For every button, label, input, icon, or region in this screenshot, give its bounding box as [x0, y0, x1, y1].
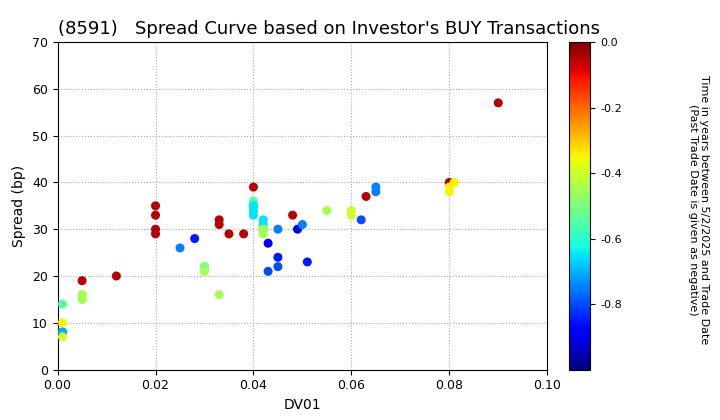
- Point: [174, 244, 186, 251]
- Point: [258, 231, 269, 237]
- Point: [150, 202, 161, 209]
- Point: [199, 268, 210, 275]
- Point: [449, 179, 460, 186]
- Point: [492, 100, 504, 106]
- Point: [213, 221, 225, 228]
- Point: [297, 221, 308, 228]
- Point: [272, 254, 284, 261]
- Point: [199, 263, 210, 270]
- Point: [248, 202, 259, 209]
- Point: [57, 333, 68, 340]
- Point: [223, 231, 235, 237]
- Point: [150, 212, 161, 218]
- Point: [370, 184, 382, 190]
- Point: [370, 189, 382, 195]
- Point: [356, 216, 367, 223]
- Point: [248, 202, 259, 209]
- Point: [346, 212, 357, 218]
- Point: [262, 268, 274, 275]
- Point: [248, 207, 259, 214]
- Point: [76, 296, 88, 303]
- Point: [272, 263, 284, 270]
- Point: [444, 179, 455, 186]
- Point: [444, 184, 455, 190]
- Point: [213, 216, 225, 223]
- Point: [57, 329, 68, 336]
- Point: [248, 212, 259, 218]
- Point: [346, 207, 357, 214]
- Point: [248, 198, 259, 205]
- Point: [302, 259, 313, 265]
- Point: [57, 301, 68, 307]
- Point: [292, 226, 303, 233]
- Point: [57, 329, 68, 336]
- Text: Time in years between 5/2/2025 and Trade Date
(Past Trade Date is given as negat: Time in years between 5/2/2025 and Trade…: [688, 75, 709, 345]
- Point: [258, 226, 269, 233]
- Point: [199, 263, 210, 270]
- Point: [360, 193, 372, 200]
- Text: (8591)   Spread Curve based on Investor's BUY Transactions: (8591) Spread Curve based on Investor's …: [58, 20, 600, 38]
- Point: [150, 231, 161, 237]
- Point: [258, 226, 269, 233]
- Point: [262, 240, 274, 247]
- Point: [272, 226, 284, 233]
- Point: [321, 207, 333, 214]
- Point: [248, 202, 259, 209]
- Point: [76, 296, 88, 303]
- Point: [213, 291, 225, 298]
- Point: [444, 189, 455, 195]
- Y-axis label: Spread (bp): Spread (bp): [12, 165, 27, 247]
- Point: [248, 207, 259, 214]
- Point: [238, 231, 249, 237]
- Point: [76, 277, 88, 284]
- Point: [150, 226, 161, 233]
- Point: [189, 235, 200, 242]
- Point: [76, 291, 88, 298]
- Point: [287, 212, 298, 218]
- Point: [248, 184, 259, 190]
- Point: [258, 226, 269, 233]
- Point: [258, 216, 269, 223]
- Point: [76, 291, 88, 298]
- Point: [258, 226, 269, 233]
- X-axis label: DV01: DV01: [284, 398, 321, 412]
- Point: [258, 221, 269, 228]
- Point: [57, 320, 68, 326]
- Point: [111, 273, 122, 279]
